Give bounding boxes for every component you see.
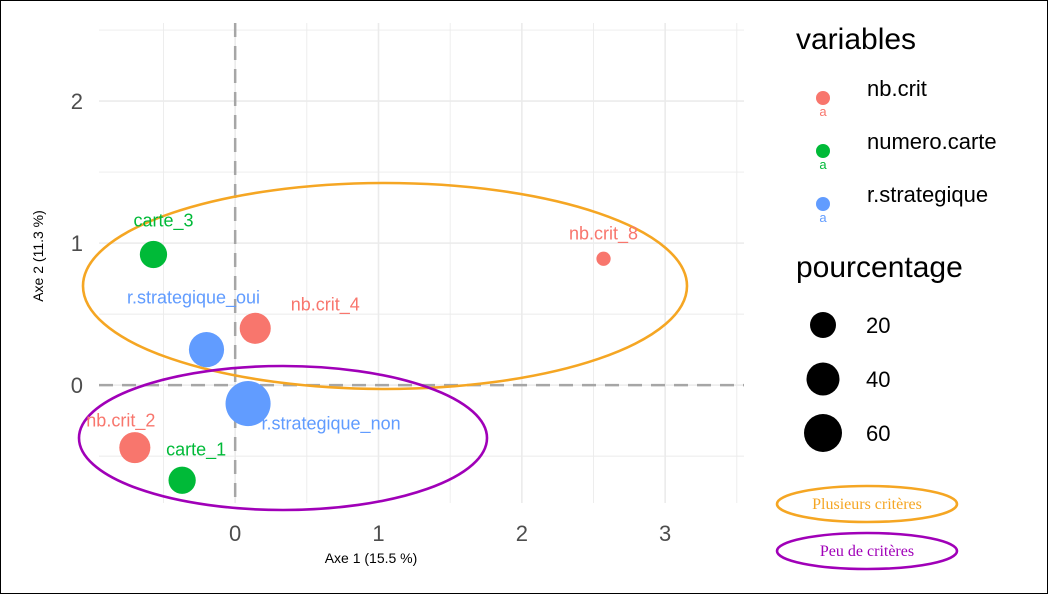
legend-size-key [806,362,840,396]
ellipse-peu-de-criteres [77,364,489,512]
ellipse-plusieurs-criteres [81,181,689,391]
legend-size-label: 20 [866,313,890,338]
legend-color-label: numero.carte [867,129,997,154]
x-tick-label: 3 [659,521,671,546]
legend-color-label: r.strategique [867,182,988,207]
x-tick-label: 1 [372,521,384,546]
grid [99,23,744,503]
point-labels: nb.crit_8 nb.crit_4 nb.crit_2 carte_3 carte_… [86,210,638,460]
y-tick-label: 0 [71,373,83,398]
point-label: r.strategique_non [262,414,401,435]
point-label: carte_3 [133,210,193,231]
reference-lines [99,23,744,503]
legend-color-title: variables [796,23,916,56]
legend-color-key-glyph: a [819,157,827,172]
tick-labels: 0 1 2 3 0 1 2 [71,89,672,546]
point-label: nb.crit_8 [569,224,638,245]
data-point [239,312,271,344]
point-label: nb.crit_2 [86,411,155,432]
legend-size-title: pourcentage [796,251,963,284]
data-point [168,466,196,494]
legend-size-label: 60 [866,421,890,446]
axis-titles: Axe 1 (15.5 %) Axe 2 (11.3 %) [30,210,417,566]
legend-size-key [810,312,836,338]
y-axis-title: Axe 2 (11.3 %) [30,210,46,302]
annotation-ellipse [775,484,959,524]
x-axis-title: Axe 1 (15.5 %) [325,550,418,566]
legend-color-key-glyph: a [819,210,827,225]
annotation-label: Plusieurs critères [812,496,922,513]
x-tick-label: 2 [516,521,528,546]
legend-color-key [816,144,830,158]
legend-size-key [804,414,842,452]
group-ellipses [77,181,689,512]
annotation-legend: Plusieurs critères Peu de critères [775,484,959,571]
y-tick-label: 1 [71,231,83,256]
data-point [188,332,225,368]
annotation-label: Peu de critères [820,543,914,560]
y-tick-label: 2 [71,89,83,114]
x-tick-label: 0 [229,521,241,546]
legend-color-key-glyph: a [819,104,827,119]
legend-color-label: nb.crit [867,76,927,101]
legend: variables pourcentage a nb.crit a numero.ca… [796,23,997,452]
legend-color-key [816,91,830,105]
point-label: r.strategique_oui [127,288,260,309]
data-point [139,240,168,269]
legend-size-label: 40 [866,367,890,392]
data-point [596,251,611,266]
point-label: carte_1 [166,439,226,460]
data-points [119,240,611,494]
data-point [225,381,271,427]
data-point [119,432,151,464]
legend-color-key [816,197,830,211]
annotation-ellipse [775,531,959,571]
point-label: nb.crit_4 [291,294,360,315]
